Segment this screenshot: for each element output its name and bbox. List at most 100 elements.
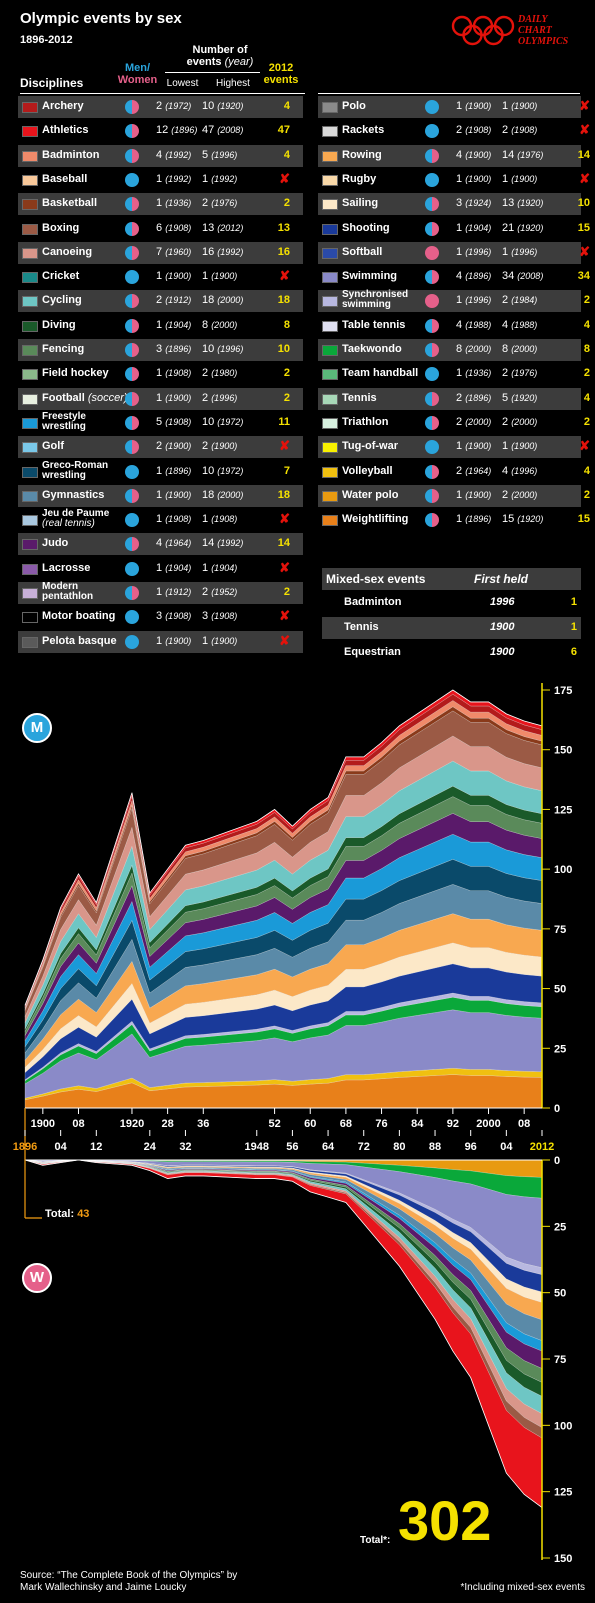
table-row: Sailing 3 (1924) 13 (1920) 10 — [318, 193, 590, 216]
events-2012: ✘ — [279, 511, 290, 527]
highest-count: 8 (2000) — [202, 318, 238, 331]
x-tick-label-top: 2000 — [476, 1118, 500, 1130]
table-row: Taekwondo 8 (2000) 8 (2000) 8 — [318, 339, 590, 361]
olympic-rings-icon — [451, 15, 515, 46]
men-tick-label: 75 — [554, 924, 566, 936]
discipline-swatch — [322, 247, 338, 259]
events-2012: 2 — [583, 294, 590, 307]
discipline-name: Jeu de Paume (real tennis) — [42, 508, 110, 530]
lowest-count: 1 (1896) — [156, 464, 192, 477]
table-row: Football (soccer) 1 (1900) 2 (1996) 2 — [18, 387, 303, 410]
lowest-year: (1996) — [465, 295, 492, 306]
x-tick-label-top: 68 — [340, 1118, 352, 1130]
lowest-year: (1996) — [465, 246, 492, 257]
mixed-name: Badminton — [344, 596, 402, 608]
table-row: Rackets 2 (1908) 2 (1908) ✘ — [318, 120, 590, 142]
lowest-year: (1912) — [165, 295, 192, 306]
men-band-6 — [24, 942, 543, 1074]
discipline-name-sub: (real tennis) — [42, 518, 95, 530]
header-lowest: Lowest — [166, 78, 199, 89]
lowest-count: 2 (2000) — [456, 415, 492, 428]
women-band-0 — [24, 1159, 543, 1178]
mixed-row: Badminton 1996 1 — [322, 592, 581, 614]
lowest-count: 1 (1900) — [456, 172, 492, 185]
table-row: Judo 4 (1964) 14 (1992) 14 — [18, 533, 303, 556]
lowest-count: 1 (1912) — [156, 586, 192, 598]
highest-year: (2000) — [511, 489, 538, 500]
women-band-10 — [24, 1159, 543, 1383]
table-row: Modern pentathlon 1 (1912) 2 (1952) 2 — [18, 582, 303, 604]
women-tick-label: 0 — [554, 1155, 560, 1167]
table-row: Rowing 4 (1900) 14 (1976) 14 — [318, 144, 590, 167]
events-2012: 8 — [283, 318, 290, 331]
sex-icon — [125, 610, 139, 625]
lowest-count: 2 (1900) — [156, 440, 192, 453]
sex-icon — [425, 124, 439, 139]
discipline-name: Rowing — [342, 148, 382, 161]
discipline-name: Gymnastics — [42, 488, 105, 501]
x-tick-label-bottom: 56 — [286, 1141, 298, 1153]
discipline-swatch — [22, 442, 38, 454]
highest-count: 1 (1900) — [502, 440, 538, 453]
highest-count: 14 (1992) — [202, 537, 244, 550]
sex-icon — [425, 100, 439, 114]
highest-year: (1976) — [211, 198, 238, 209]
table-row: Lacrosse 1 (1904) 1 (1904) ✘ — [18, 558, 303, 580]
discipline-name: Synchronised swimming — [342, 289, 409, 311]
lowest-count: 1 (1908) — [156, 513, 192, 526]
x-tick-label-bottom: 04 — [500, 1141, 513, 1153]
sex-icon — [125, 464, 139, 479]
highest-year: (1900) — [511, 101, 538, 111]
x-tick-label-top: 1900 — [31, 1118, 55, 1130]
discipline-swatch — [322, 199, 338, 211]
sex-icon — [125, 270, 139, 285]
highest-count: 1 (1992) — [202, 172, 238, 185]
discipline-swatch — [22, 466, 38, 478]
men-band-12 — [24, 796, 543, 1037]
x-tick-label-top: 76 — [375, 1118, 387, 1130]
mixed-count: 6 — [570, 646, 577, 658]
mixed-name: Equestrian — [344, 646, 401, 658]
discipline-swatch — [22, 126, 38, 138]
lowest-year: (1988) — [465, 319, 492, 330]
lowest-count: 4 (1988) — [456, 318, 492, 331]
discipline-swatch — [22, 539, 38, 551]
highest-count: 4 (1996) — [502, 464, 538, 477]
mixed-name: Tennis — [344, 621, 379, 633]
sex-icon — [425, 513, 439, 528]
highest-count: 2 (1976) — [502, 367, 538, 380]
discipline-swatch — [322, 417, 338, 429]
discipline-name: Canoeing — [42, 245, 93, 258]
discipline-name: Cycling — [42, 294, 82, 307]
x-tick-label-bottom: 1948 — [245, 1141, 269, 1153]
discipline-name: Modern pentathlon — [42, 581, 94, 602]
brand-text: DAILY CHART OLYMPICS — [518, 14, 569, 47]
men-band-20 — [24, 689, 543, 1007]
events-2012: 18 — [277, 294, 290, 307]
women-total-line — [24, 1159, 543, 1508]
men-tick-label: 175 — [554, 685, 572, 697]
events-2012: 16 — [277, 245, 290, 258]
discipline-name: Rackets — [342, 124, 385, 137]
lowest-count: 1 (1996) — [456, 294, 492, 307]
lowest-count: 1 (1900) — [456, 488, 492, 501]
lowest-year: (1904) — [465, 222, 492, 233]
events-2012: 4 — [583, 464, 590, 477]
lowest-year: (1896) — [165, 344, 192, 354]
lowest-year: (1900) — [465, 101, 492, 111]
discipline-swatch — [22, 174, 38, 186]
discipline-swatch — [22, 515, 38, 527]
discipline-name: Volleyball — [342, 464, 393, 477]
discipline-swatch — [22, 320, 38, 332]
lowest-count: 2 (1972) — [156, 100, 192, 112]
lowest-count: 1 (1992) — [156, 172, 192, 185]
lowest-count: 1 (1900) — [156, 391, 192, 404]
men-band-13 — [24, 785, 543, 1032]
discipline-swatch — [322, 515, 338, 527]
highest-count: 2 (1900) — [202, 440, 238, 453]
discipline-name: Freestyle wrestling — [42, 410, 86, 432]
lowest-year: (1908) — [165, 222, 192, 233]
discipline-swatch — [22, 612, 38, 624]
highest-year: (1900) — [511, 441, 538, 452]
men-band-4 — [24, 992, 543, 1082]
